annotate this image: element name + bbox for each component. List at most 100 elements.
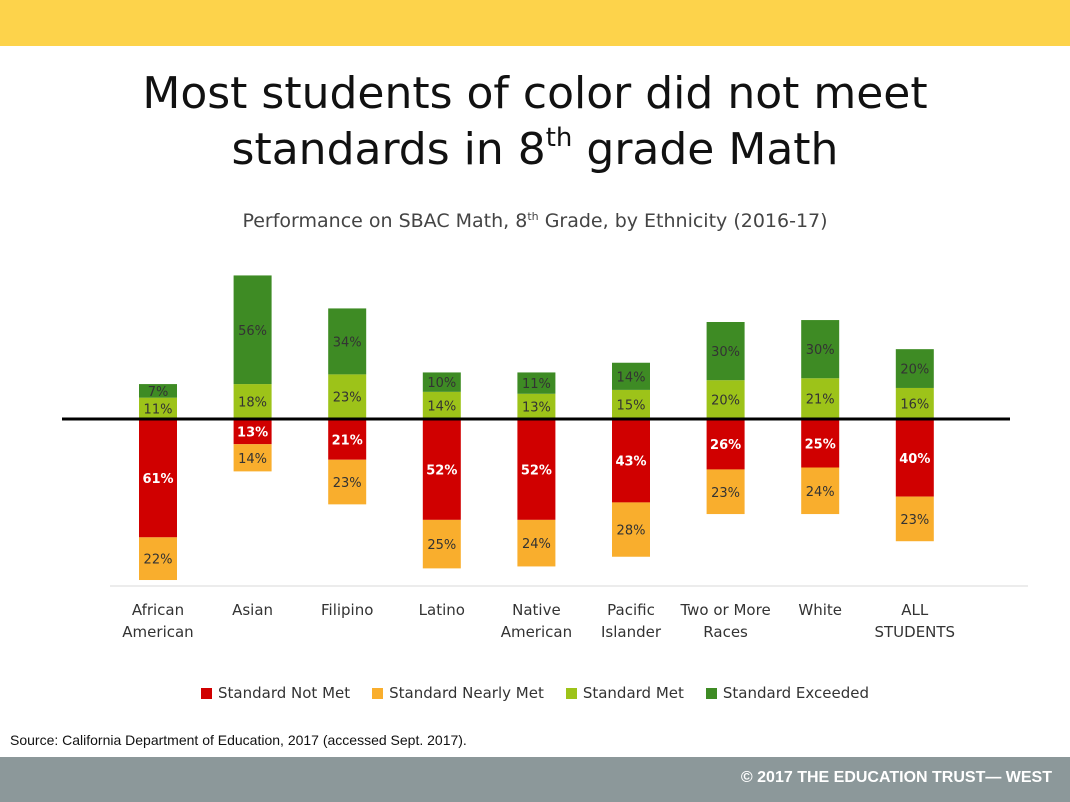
data-label-pacific-islander-standard-met: 15% xyxy=(617,398,646,413)
bar-pacific-islander-standard-not-met xyxy=(612,419,650,503)
bar-african-american-standard-not-met xyxy=(139,419,177,538)
title-line-2-start: standards in 8 xyxy=(231,124,546,175)
category-label-filipino: Filipino xyxy=(321,601,373,619)
data-label-filipino-standard-exceeded: 34% xyxy=(333,335,362,350)
data-label-latino-standard-not-met: 52% xyxy=(426,463,457,478)
legend-label: Standard Met xyxy=(582,684,684,702)
footer-copyright: © 2017 THE EDUCATION TRUST— WEST xyxy=(740,769,1052,786)
data-label-latino-standard-met: 14% xyxy=(427,399,456,414)
bar-all-students-standard-met xyxy=(895,387,934,419)
bar-all-students-standard-not-met xyxy=(895,419,934,497)
bar-latino-standard-exceeded xyxy=(422,372,461,392)
data-label-filipino-standard-nearly-met: 23% xyxy=(333,476,362,491)
category-label-asian: Asian xyxy=(232,601,273,619)
bar-latino-standard-not-met xyxy=(422,419,461,520)
title-superscript: th xyxy=(545,123,573,153)
bar-asian-standard-nearly-met xyxy=(233,444,272,472)
data-label-all-students-standard-met: 16% xyxy=(900,397,929,412)
bar-pacific-islander-standard-exceeded xyxy=(612,362,650,390)
bar-filipino-standard-not-met xyxy=(328,419,367,460)
bar-two-or-more-races-standard-met xyxy=(706,380,745,419)
data-label-native-american-standard-met: 13% xyxy=(522,400,551,415)
bar-pacific-islander-standard-nearly-met xyxy=(612,502,650,557)
data-label-latino-standard-exceeded: 10% xyxy=(427,376,456,391)
category-label-all-students: STUDENTS xyxy=(874,623,955,641)
bar-two-or-more-races-standard-exceeded xyxy=(706,322,745,381)
bar-native-american-standard-not-met xyxy=(517,419,556,520)
title-line-2: standards in 8th grade Math xyxy=(0,122,1070,178)
category-label-native-american: American xyxy=(501,623,572,641)
bar-white-standard-exceeded xyxy=(801,320,840,379)
top-accent-bar xyxy=(0,0,1070,46)
legend-label: Standard Nearly Met xyxy=(389,684,544,702)
legend-swatch xyxy=(372,687,384,699)
data-label-african-american-standard-nearly-met: 22% xyxy=(144,553,173,568)
data-label-white-standard-met: 21% xyxy=(806,393,835,408)
data-label-asian-standard-nearly-met: 14% xyxy=(238,452,267,467)
bar-two-or-more-races-standard-nearly-met xyxy=(706,469,745,515)
data-label-two-or-more-races-standard-exceeded: 30% xyxy=(711,345,740,360)
legend-item-standard-not-met: Standard Not Met xyxy=(201,684,350,702)
data-label-latino-standard-nearly-met: 25% xyxy=(427,538,456,553)
data-label-white-standard-exceeded: 30% xyxy=(806,343,835,358)
data-label-african-american-standard-met: 11% xyxy=(144,402,173,417)
data-label-native-american-standard-exceeded: 11% xyxy=(522,377,551,392)
category-label-native-american: Native xyxy=(512,601,561,619)
legend-swatch xyxy=(201,687,213,699)
bar-african-american-standard-nearly-met xyxy=(139,537,177,581)
chart-subtitle: Performance on SBAC Math, 8th Grade, by … xyxy=(0,210,1070,232)
category-label-white: White xyxy=(798,601,842,619)
data-label-pacific-islander-standard-exceeded: 14% xyxy=(617,370,646,385)
bar-african-american-standard-met xyxy=(139,397,177,419)
bar-all-students-standard-exceeded xyxy=(895,349,934,388)
title-line-1: Most students of color did not meet xyxy=(142,68,928,119)
bar-all-students-standard-nearly-met xyxy=(895,496,934,542)
subtitle-superscript: th xyxy=(527,210,539,223)
data-label-asian-standard-exceeded: 56% xyxy=(238,324,267,339)
category-label-all-students: ALL xyxy=(901,601,929,619)
data-label-all-students-standard-nearly-met: 23% xyxy=(900,513,929,528)
bar-asian-standard-exceeded xyxy=(233,275,272,385)
bar-two-or-more-races-standard-not-met xyxy=(706,419,745,470)
legend-item-standard-nearly-met: Standard Nearly Met xyxy=(372,684,544,702)
data-label-two-or-more-races-standard-nearly-met: 23% xyxy=(711,486,740,501)
bar-latino-standard-nearly-met xyxy=(422,519,461,569)
category-label-african-american: American xyxy=(122,623,193,641)
category-label-latino: Latino xyxy=(419,601,465,619)
category-label-pacific-islander: Islander xyxy=(601,623,662,641)
bar-native-american-standard-exceeded xyxy=(517,372,556,394)
bar-native-american-standard-met xyxy=(517,393,556,419)
data-label-native-american-standard-nearly-met: 24% xyxy=(522,537,551,552)
bar-latino-standard-met xyxy=(422,391,461,419)
bar-african-american-standard-exceeded xyxy=(139,384,177,398)
bar-native-american-standard-nearly-met xyxy=(517,519,556,567)
data-label-two-or-more-races-standard-not-met: 26% xyxy=(710,438,741,453)
legend-label: Standard Exceeded xyxy=(722,684,869,702)
bar-asian-standard-not-met xyxy=(233,419,272,445)
footer-bar: © 2017 THE EDUCATION TRUST— WEST xyxy=(0,757,1070,802)
data-label-two-or-more-races-standard-met: 20% xyxy=(711,394,740,409)
page-title: Most students of color did not meet stan… xyxy=(0,66,1070,178)
legend-item-standard-exceeded: Standard Exceeded xyxy=(705,684,869,702)
data-label-white-standard-nearly-met: 24% xyxy=(806,485,835,500)
chart-legend: Standard Not Met Standard Nearly Met Stand… xyxy=(0,684,1070,702)
bar-asian-standard-met xyxy=(233,384,272,419)
title-line-2-end: grade Math xyxy=(572,124,839,175)
bar-filipino-standard-nearly-met xyxy=(328,459,367,505)
subtitle-start: Performance on SBAC Math, 8 xyxy=(242,210,528,232)
legend-label: Standard Not Met xyxy=(218,684,351,702)
data-label-pacific-islander-standard-not-met: 43% xyxy=(615,455,646,470)
subtitle-end: Grade, by Ethnicity (2016-17) xyxy=(538,210,828,232)
category-label-pacific-islander: Pacific xyxy=(607,601,655,619)
data-label-native-american-standard-not-met: 52% xyxy=(521,463,552,478)
data-label-asian-standard-met: 18% xyxy=(238,396,267,411)
category-label-african-american: African xyxy=(132,601,184,619)
bar-filipino-standard-met xyxy=(328,374,367,419)
data-label-filipino-standard-met: 23% xyxy=(333,391,362,406)
bar-white-standard-not-met xyxy=(801,419,840,468)
data-label-all-students-standard-not-met: 40% xyxy=(899,452,930,467)
legend-swatch xyxy=(565,687,577,699)
data-label-pacific-islander-standard-nearly-met: 28% xyxy=(617,524,646,539)
bar-filipino-standard-exceeded xyxy=(328,308,367,375)
stacked-bar-chart: 61% 22% 11% 7% African American 13% 14% 18% 56% As… xyxy=(62,275,1028,641)
